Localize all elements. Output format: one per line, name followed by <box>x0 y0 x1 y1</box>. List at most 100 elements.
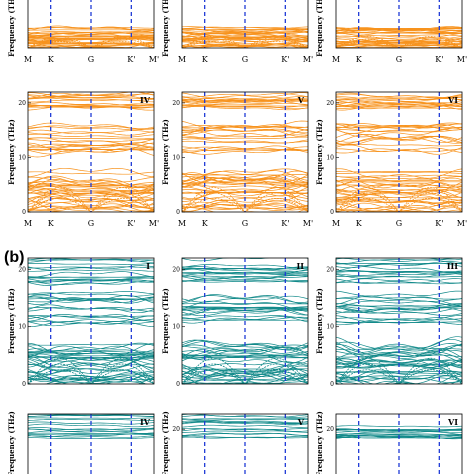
band-line <box>336 374 462 378</box>
band-lines <box>182 26 308 48</box>
band-line <box>182 295 308 303</box>
band-line <box>336 276 462 278</box>
band-line <box>182 375 308 384</box>
acoustic-band <box>336 357 462 384</box>
k-point-label: M <box>178 219 186 228</box>
k-point-label: M' <box>303 55 313 64</box>
k-point-label: K <box>202 219 209 228</box>
band-line <box>182 371 308 384</box>
band-line <box>182 268 308 272</box>
k-point-label: M' <box>457 55 467 64</box>
k-point-label: K <box>48 55 55 64</box>
band-line <box>182 362 308 376</box>
band-line <box>336 122 462 129</box>
band-line <box>182 424 308 428</box>
k-point-label: K' <box>127 55 135 64</box>
acoustic-band <box>336 41 462 48</box>
band-line <box>182 120 308 129</box>
subplot-number: I <box>146 261 150 271</box>
band-line <box>28 277 154 280</box>
band-line <box>28 315 154 323</box>
band-line <box>336 431 462 435</box>
k-point-label: K' <box>435 219 443 228</box>
band-line <box>28 294 154 304</box>
band-line <box>336 315 462 322</box>
acoustic-band <box>182 197 308 212</box>
acoustic-band <box>336 363 462 384</box>
y-axis-label: Frequency (THz) <box>7 0 16 57</box>
band-line <box>336 270 462 273</box>
band-line <box>336 189 462 201</box>
y-axis-label: Frequency (THz) <box>161 411 170 474</box>
band-line <box>336 303 462 307</box>
band-line <box>28 197 154 209</box>
band-line <box>28 206 154 212</box>
band-line <box>182 432 308 436</box>
band-line <box>182 191 308 202</box>
band-line <box>336 273 462 279</box>
band-line <box>28 103 154 107</box>
subplot-b-II: 0 10 20 Frequency (THz) II <box>161 257 309 388</box>
subplot-a-V: 0 10 20 Frequency (THz) V M K G K' M' <box>161 91 313 228</box>
acoustic-band <box>28 192 154 212</box>
k-point-label: K <box>48 219 55 228</box>
band-line <box>28 352 154 355</box>
k-point-label: G <box>242 55 248 64</box>
y-axis-label: Frequency (THz) <box>315 119 324 185</box>
band-line <box>182 198 308 208</box>
band-lines <box>182 92 308 212</box>
k-point-label: G <box>242 219 248 228</box>
subplot-b-I: 0 10 20 Frequency (THz) I <box>7 257 155 388</box>
y-tick-label: 10 <box>18 154 26 161</box>
acoustic-band <box>28 41 154 48</box>
band-line <box>28 139 154 142</box>
y-tick-label: 10 <box>326 324 334 331</box>
acoustic-band <box>336 38 462 48</box>
k-point-label: G <box>88 55 94 64</box>
y-tick-label: 20 <box>326 100 334 107</box>
band-line <box>336 310 462 316</box>
acoustic-band <box>28 363 154 384</box>
acoustic-band <box>182 187 308 212</box>
y-tick-label: 0 <box>176 209 180 216</box>
band-line <box>182 177 308 188</box>
band-line <box>28 276 154 279</box>
band-line <box>28 417 154 419</box>
y-tick-label: 0 <box>22 381 26 388</box>
band-line <box>28 263 154 265</box>
band-line <box>182 316 308 321</box>
acoustic-band <box>182 363 308 384</box>
band-line <box>336 123 462 127</box>
acoustic-band <box>28 38 154 48</box>
y-tick-label: 20 <box>18 100 26 107</box>
subplot-number: IV <box>140 417 151 427</box>
k-point-label: M' <box>303 219 313 228</box>
band-line <box>336 196 462 207</box>
band-line <box>28 363 154 372</box>
acoustic-band <box>28 357 154 384</box>
plot-frame <box>335 91 463 213</box>
plot-frame <box>27 0 155 49</box>
band-line <box>182 125 308 129</box>
band-line <box>336 134 462 144</box>
k-point-label: M <box>332 219 340 228</box>
acoustic-band <box>336 369 462 384</box>
band-line <box>182 275 308 281</box>
plot-frame <box>27 257 155 385</box>
band-lines <box>336 92 462 212</box>
band-line <box>28 31 154 35</box>
band-line <box>182 36 308 42</box>
band-line <box>182 350 308 356</box>
band-line <box>336 317 462 324</box>
band-line <box>336 307 462 314</box>
subplot-number: IV <box>140 95 151 105</box>
band-line <box>336 198 462 204</box>
band-line <box>28 171 154 175</box>
k-point-label: M <box>24 55 32 64</box>
subplot-a-III: Frequency (THz)IIIMKGK'M' <box>315 0 467 64</box>
y-axis-label: Frequency (THz) <box>315 0 324 57</box>
plot-frame <box>181 91 309 213</box>
band-line <box>336 102 462 107</box>
k-point-label: G <box>88 219 94 228</box>
acoustic-band <box>182 36 308 48</box>
